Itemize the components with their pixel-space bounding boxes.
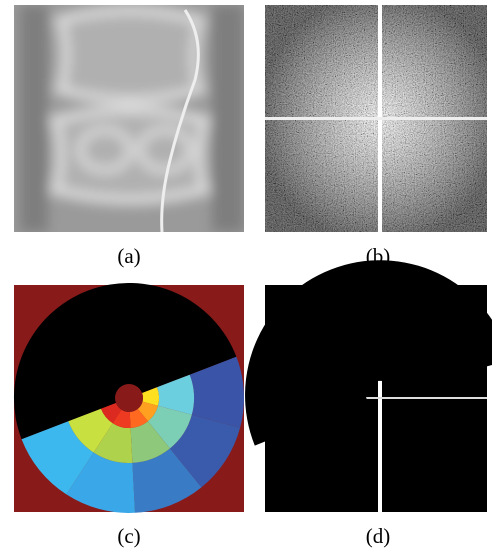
spectrum-image [265,5,487,232]
masked-spectrum-image [245,260,492,512]
panel-label: (d) [366,524,391,548]
sector-diagram [14,283,244,513]
xray-image [14,5,244,232]
panel-label: (a) [117,244,140,268]
figure: (a) (b) (c) (d) [0,0,492,549]
page: (a) (b) (c) (d) (() => { const data = JS… [0,0,492,549]
sector-core [115,384,143,412]
panel-label: (c) [117,524,140,548]
panel-label: (b) [366,244,391,268]
